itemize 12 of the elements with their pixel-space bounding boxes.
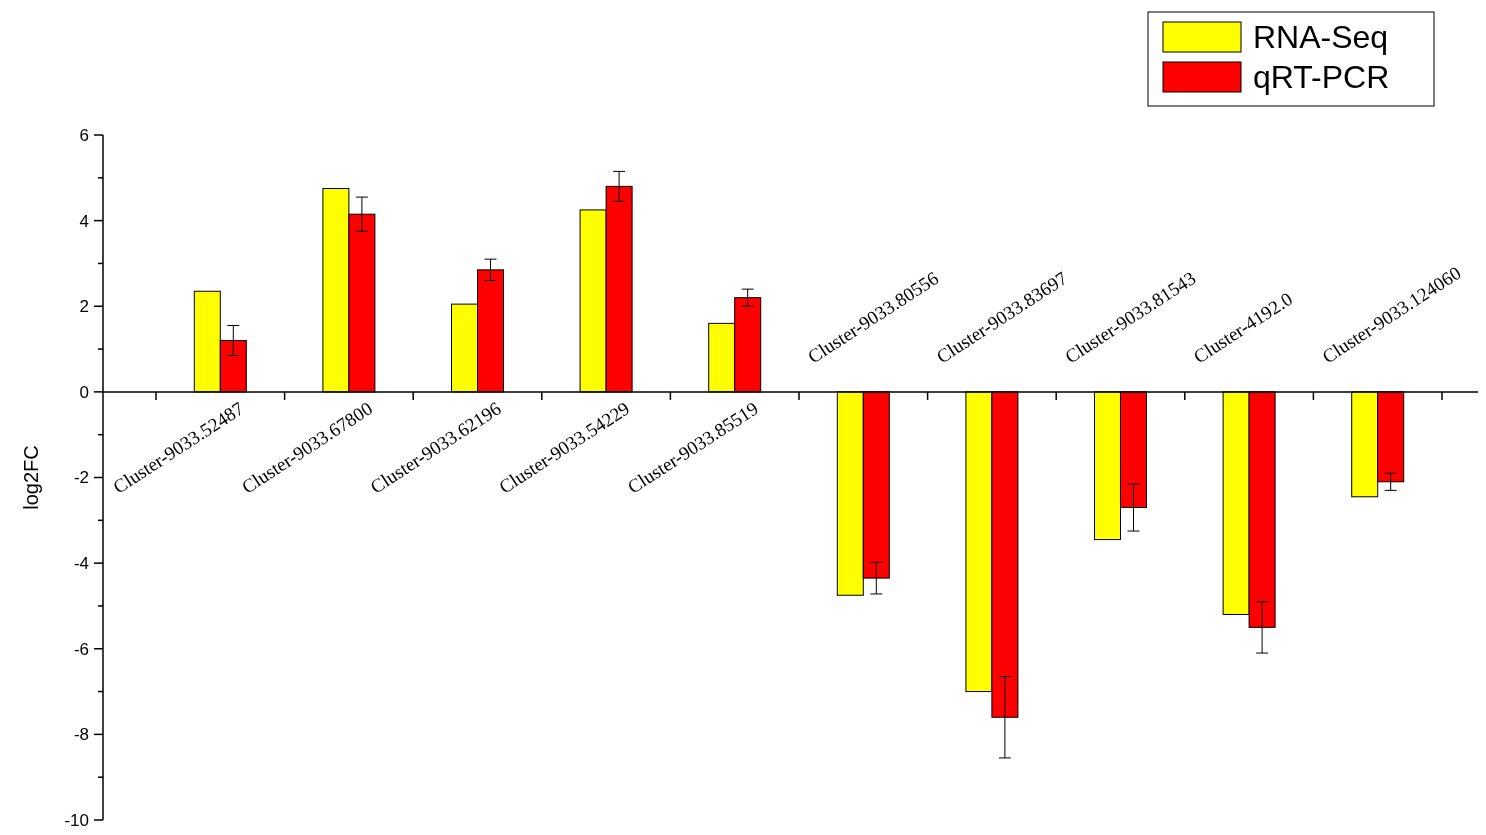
y-tick-label: 0 xyxy=(79,382,89,402)
y-tick-label: 4 xyxy=(79,211,89,231)
y-tick-label: 6 xyxy=(79,125,89,145)
y-tick-label: -8 xyxy=(73,725,89,745)
y-tick-label: 2 xyxy=(79,297,89,317)
legend-label: qRT-PCR xyxy=(1253,59,1390,96)
y-tick-label: -10 xyxy=(64,810,89,830)
y-tick-label: -6 xyxy=(73,639,89,659)
y-axis-title: log2FC xyxy=(20,445,42,510)
legend-label: RNA-Seq xyxy=(1253,19,1389,56)
y-tick-label: -2 xyxy=(73,468,89,488)
y-tick-label: -4 xyxy=(73,554,89,574)
